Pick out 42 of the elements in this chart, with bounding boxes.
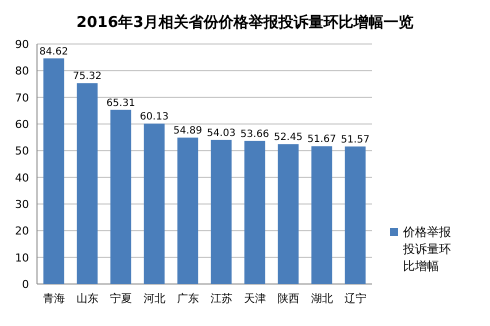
- data-label: 51.67: [307, 134, 336, 146]
- x-tick-label: 广东: [176, 292, 199, 305]
- bar: [278, 144, 299, 284]
- y-tick-label: 70: [15, 91, 29, 104]
- bar: [76, 83, 98, 284]
- x-tick-label: 江苏: [210, 292, 232, 305]
- x-tick-label: 陕西: [277, 292, 300, 305]
- x-tick-label: 天津: [244, 292, 266, 305]
- y-tick-label: 10: [15, 251, 29, 264]
- legend-label: 价格举报投诉量环比增幅: [402, 225, 451, 273]
- x-tick-label: 青海: [42, 292, 65, 305]
- data-label: 51.57: [340, 134, 370, 146]
- data-label: 60.13: [140, 112, 169, 123]
- y-tick-label: 80: [15, 64, 29, 78]
- bar: [244, 140, 266, 284]
- data-label: 75.32: [72, 71, 102, 82]
- y-tick-label: 60: [15, 118, 29, 131]
- x-tick-label: 山东: [76, 292, 98, 305]
- x-tick-label: 宁夏: [110, 292, 132, 305]
- data-label: 53.66: [240, 128, 270, 140]
- data-label: 54.89: [173, 126, 202, 137]
- y-tick-label: 50: [15, 144, 29, 158]
- x-tick-label: 辽宁: [344, 292, 366, 305]
- bar: [177, 138, 198, 284]
- data-label: 84.62: [39, 46, 68, 58]
- x-tick-label: 湖北: [310, 292, 333, 305]
- bar: [144, 124, 165, 284]
- y-tick-label: 0: [22, 278, 29, 291]
- y-tick-label: 20: [15, 224, 29, 238]
- data-label: 65.31: [106, 98, 136, 109]
- x-tick-label: 河北: [143, 292, 166, 305]
- data-label: 52.45: [274, 132, 303, 144]
- bar: [43, 58, 64, 284]
- y-tick-label: 40: [15, 171, 29, 184]
- chart-title: 2016年3月相关省份价格举报投诉量环比增幅一览: [76, 13, 414, 31]
- y-tick-label: 30: [15, 198, 29, 211]
- bar: [344, 146, 366, 284]
- y-tick-label: 90: [15, 38, 29, 51]
- bar: [311, 146, 332, 284]
- data-label: 54.03: [206, 128, 236, 139]
- bar: [210, 140, 232, 284]
- bar: [110, 110, 132, 284]
